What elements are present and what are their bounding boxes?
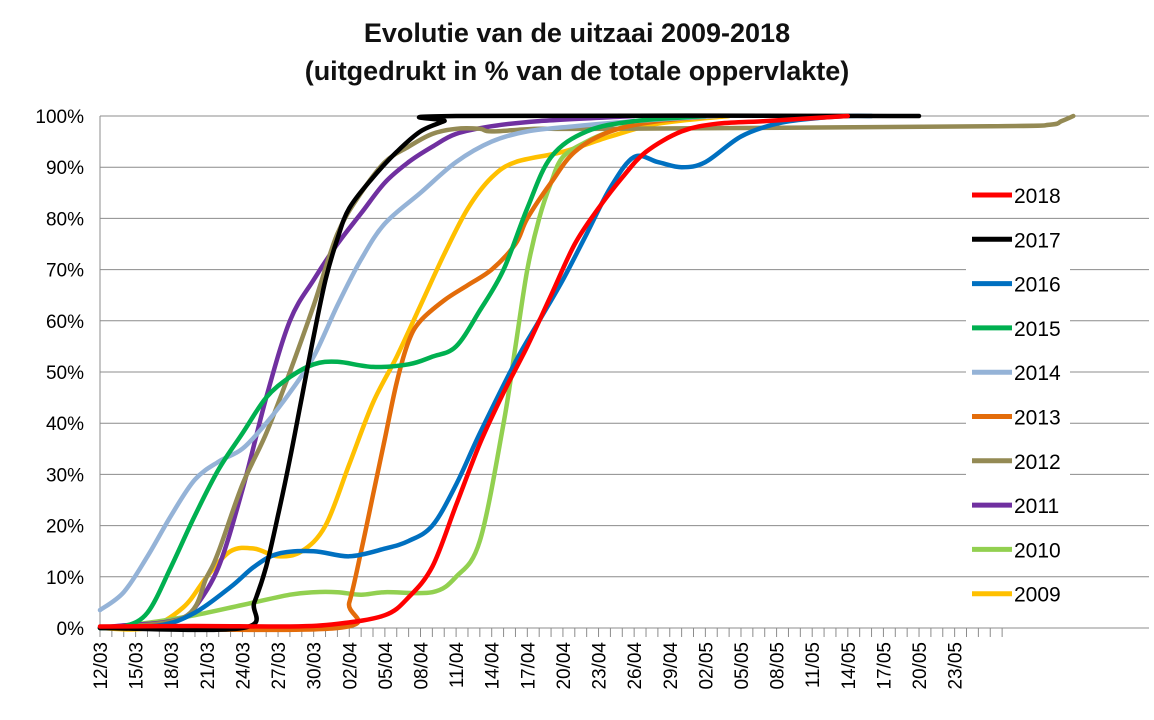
x-tick-label: 15/03 [127,642,148,690]
series-line-2012 [97,113,1076,631]
series-line-2009 [97,113,732,632]
y-tick-label: 30% [46,465,84,486]
series-line-2016 [97,113,874,631]
y-tick-label: 100% [35,107,84,128]
series-line-2018 [97,113,851,629]
series-line-2010 [97,113,696,631]
x-tick-label: 05/05 [732,642,753,690]
y-tick-label: 90% [46,158,84,179]
x-tick-label: 17/04 [518,642,539,690]
legend-label-2018: 2018 [1014,185,1061,208]
legend-label-2012: 2012 [1014,451,1061,474]
legend-label-2011: 2011 [1014,495,1059,518]
legend-label-2015: 2015 [1014,318,1061,341]
x-tick-label: 18/03 [162,642,183,690]
chart-subtitle: (uitgedrukt in % van de totale oppervlak… [304,56,850,86]
x-tick-label: 29/04 [661,642,682,690]
x-tick-label: 11/05 [803,642,824,688]
y-tick-label: 60% [46,312,84,333]
chart-title: Evolutie van de uitzaai 2009-2018 [363,18,791,48]
x-tick-label: 02/04 [340,642,361,690]
legend-label-2010: 2010 [1014,539,1061,562]
series-line-2013 [97,113,720,633]
y-tick-label: 10% [46,568,84,589]
x-tick-label: 23/05 [946,642,967,690]
y-tick-label: 40% [46,414,84,435]
series-line-2017 [97,113,922,633]
series-line-2014 [97,113,720,613]
y-tick-label: 50% [46,363,84,384]
x-tick-label: 08/04 [411,642,432,690]
y-tick-label: 20% [46,517,84,538]
x-tick-label: 27/03 [269,642,290,690]
x-tick-label: 12/03 [91,642,112,690]
x-tick-label: 20/05 [910,642,931,690]
x-tick-label: 20/04 [554,642,575,690]
legend-label-2013: 2013 [1014,407,1061,430]
legend-label-2014: 2014 [1014,362,1061,385]
y-tick-label: 70% [46,261,84,282]
x-tick-label: 05/04 [376,642,397,690]
y-tick-label: 80% [46,209,84,230]
x-tick-label: 08/05 [768,642,789,690]
x-tick-label: 11/04 [447,642,468,689]
y-tick-label: 0% [57,619,85,640]
x-tick-label: 23/04 [590,642,611,690]
x-tick-label: 14/04 [483,642,504,690]
legend-label-2016: 2016 [1014,274,1061,297]
x-tick-label: 21/03 [198,642,219,690]
x-tick-label: 02/05 [696,642,717,690]
x-tick-label: 14/05 [839,642,860,690]
legend-label-2009: 2009 [1014,584,1061,607]
legend-label-2017: 2017 [1014,229,1061,252]
x-tick-label: 30/03 [305,642,326,690]
x-tick-label: 24/03 [233,642,254,690]
x-tick-label: 26/04 [625,642,646,690]
series-line-2015 [97,113,708,631]
x-tick-label: 17/05 [874,642,895,690]
